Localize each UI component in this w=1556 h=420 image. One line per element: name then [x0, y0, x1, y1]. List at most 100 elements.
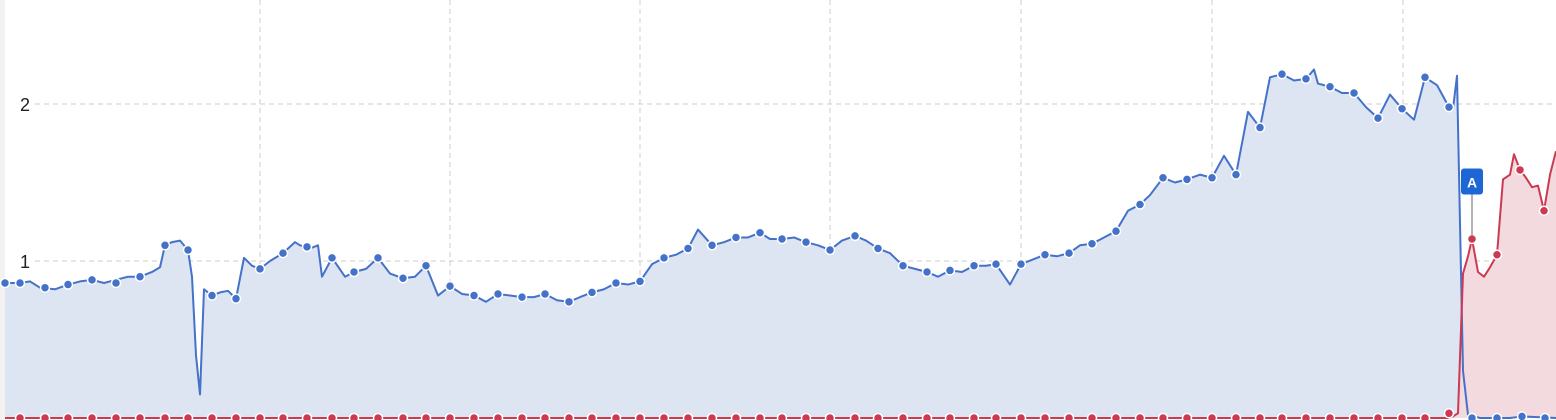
series-a-point-1 — [0, 277, 11, 289]
series-a-point-37 — [849, 230, 861, 242]
series-a-point-35 — [800, 236, 812, 248]
series-b-point-19 — [444, 412, 456, 420]
series-b-point-32 — [754, 412, 766, 420]
y-axis-ticks: 12 — [20, 95, 30, 272]
series-a-point-3 — [39, 282, 51, 293]
series-b-point-37 — [872, 412, 884, 420]
series-a-point-18 — [397, 273, 409, 284]
series-b-point-18 — [420, 412, 432, 420]
series-a-point-5 — [86, 274, 98, 286]
series-a-point-47 — [1086, 238, 1098, 249]
series-a-point-45 — [1039, 249, 1051, 260]
series-b-point-55 — [1300, 412, 1312, 420]
series-b-point-57 — [1348, 412, 1360, 420]
series-b-point-47 — [1110, 412, 1122, 420]
series-a-point-51 — [1181, 174, 1193, 185]
series-a-point-43 — [990, 258, 1002, 270]
series-a-point-63 — [1466, 412, 1478, 420]
series-b-point-53 — [1254, 412, 1266, 420]
series-a-point-22 — [492, 288, 504, 300]
series-b-point-9 — [206, 412, 218, 420]
series-a-point-17 — [372, 252, 384, 264]
series-b-point-56 — [1324, 412, 1336, 420]
series-b-point-11 — [254, 412, 266, 420]
series-a-point-26 — [586, 287, 598, 298]
series-a-point-29 — [658, 252, 670, 264]
series-b-point-1 — [14, 412, 26, 420]
series-b-point-50 — [1181, 412, 1193, 420]
series-b-point-12 — [277, 412, 289, 420]
series-b-point-61 — [1443, 408, 1455, 419]
series-b-point-60 — [1419, 412, 1431, 420]
series-b-point-54 — [1276, 412, 1288, 420]
series-b-point-24 — [563, 412, 575, 420]
series-a-point-65 — [1516, 411, 1528, 420]
series-b-point-48 — [1134, 412, 1146, 420]
series-b-point-29 — [682, 412, 694, 420]
series-b-point-4 — [86, 412, 98, 420]
series-b-point-20 — [468, 412, 480, 420]
annotations: A — [1461, 168, 1483, 236]
series-b-point-26 — [610, 412, 622, 420]
series-b-point-13 — [301, 412, 313, 420]
series-b-point-8 — [182, 412, 194, 420]
series-b-point-45 — [1063, 412, 1075, 420]
annotation-A-flag — [1461, 168, 1483, 195]
series-b-point-59 — [1396, 412, 1408, 420]
series-a-point-8 — [159, 240, 171, 251]
series-b-point-58 — [1372, 412, 1384, 420]
series-a-point-48 — [1110, 225, 1122, 237]
series-a-point-16 — [348, 266, 360, 278]
y-tick-label-1: 1 — [20, 252, 30, 272]
series-a-point-25 — [563, 296, 575, 308]
series-a-point-34 — [776, 233, 788, 245]
series-a-point-23 — [516, 291, 528, 303]
series-b-point-41 — [968, 412, 980, 420]
series-a-point-19 — [420, 260, 432, 271]
series-a-point-31 — [706, 240, 718, 251]
series-a-point-57 — [1324, 81, 1336, 92]
series-b-point-51 — [1206, 412, 1218, 420]
series-b-point-22 — [516, 412, 528, 420]
series-b-point-25 — [586, 412, 598, 420]
series-b-point-42 — [990, 412, 1002, 420]
series-b-point-16 — [372, 412, 384, 420]
series-markers — [0, 68, 1551, 420]
series-a-point-60 — [1396, 103, 1408, 114]
series-a-point-36 — [824, 244, 836, 256]
series-a-point-38 — [872, 243, 884, 254]
series-b-point-64 — [1514, 164, 1526, 176]
series-a-point-52 — [1206, 172, 1218, 184]
series-b-point-27 — [634, 412, 646, 420]
series-b-point-2 — [39, 412, 51, 420]
series-b-point-10 — [230, 412, 242, 420]
series-b-point-23 — [539, 412, 551, 420]
series-b-point-31 — [730, 412, 742, 420]
series-a-point-58 — [1348, 87, 1360, 99]
series-a-point-46 — [1063, 247, 1075, 259]
series-a-point-6 — [110, 277, 122, 289]
series-a-point-59 — [1372, 112, 1384, 124]
series-a-point-44 — [1015, 258, 1027, 270]
series-a-point-32 — [730, 232, 742, 243]
series-a-point-61 — [1419, 72, 1431, 83]
series-b-point-33 — [776, 412, 788, 420]
series-b-point-30 — [706, 412, 718, 420]
series-b-point-65 — [1538, 205, 1550, 217]
series-a-point-55 — [1276, 68, 1288, 80]
series-b-point-3 — [62, 412, 74, 420]
series-a-point-4 — [62, 279, 74, 290]
series-b-point-15 — [348, 412, 360, 420]
series-a-point-10 — [206, 290, 218, 301]
series-a-point-7 — [134, 271, 146, 282]
series-a-point-42 — [968, 260, 980, 271]
series-b-point-52 — [1230, 412, 1242, 420]
series-a-point-39 — [897, 260, 909, 271]
series-a-point-40 — [921, 266, 933, 278]
series-a-point-41 — [944, 265, 956, 276]
series-a-point-14 — [301, 241, 313, 253]
series-b-point-36 — [849, 412, 861, 420]
series-b-point-62 — [1466, 233, 1478, 245]
series-a-point-49 — [1134, 199, 1146, 210]
